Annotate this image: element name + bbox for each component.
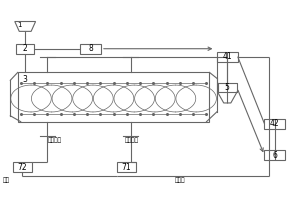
- Text: 1: 1: [18, 22, 22, 28]
- Polygon shape: [15, 22, 36, 31]
- Text: 72: 72: [17, 163, 27, 172]
- Text: 可燃气: 可燃气: [175, 177, 185, 183]
- Text: 8: 8: [88, 44, 93, 53]
- Text: 空气: 空气: [2, 177, 9, 183]
- Text: 71: 71: [122, 163, 131, 172]
- Bar: [80, 44, 101, 54]
- Text: 6: 6: [272, 151, 277, 160]
- Text: 41: 41: [223, 52, 232, 61]
- Bar: [117, 162, 136, 172]
- Text: 3: 3: [23, 75, 28, 84]
- Text: 2: 2: [23, 44, 28, 53]
- Bar: [13, 162, 32, 172]
- Text: 5: 5: [225, 83, 230, 92]
- Text: 次热烟气: 次热烟气: [48, 138, 62, 143]
- Text: 高温烟气: 高温烟气: [125, 138, 139, 143]
- Bar: [217, 52, 238, 62]
- Text: 42: 42: [270, 119, 280, 128]
- Bar: [18, 72, 209, 122]
- Bar: [264, 119, 285, 129]
- Bar: [16, 44, 34, 54]
- Bar: [264, 150, 285, 160]
